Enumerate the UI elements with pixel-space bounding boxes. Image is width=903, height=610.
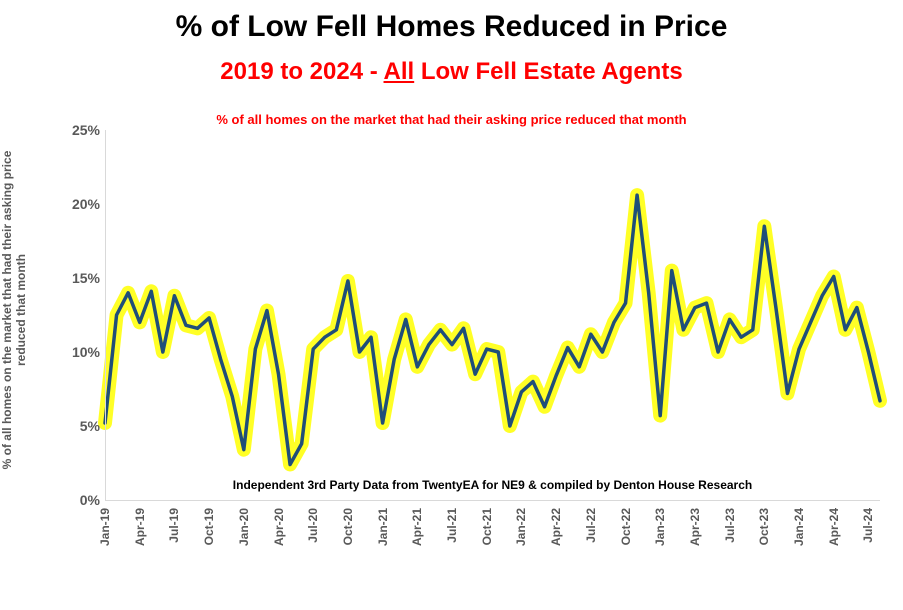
- x-tick-label: Oct-23: [757, 508, 771, 545]
- x-tick-label: Jan-22: [514, 508, 528, 546]
- x-tick-label: Jul-23: [723, 508, 737, 543]
- x-tick-label: Apr-21: [410, 508, 424, 546]
- x-tick-label: Jul-22: [584, 508, 598, 543]
- x-tick-label: Oct-20: [341, 508, 355, 545]
- x-tick-label: Jan-21: [376, 508, 390, 546]
- y-tick-label: 15%: [40, 270, 100, 286]
- x-tick-label: Jan-23: [653, 508, 667, 546]
- x-tick-label: Apr-19: [133, 508, 147, 546]
- x-tick-label: Oct-22: [619, 508, 633, 545]
- y-tick-label: 20%: [40, 196, 100, 212]
- ylabel-line2: reduced that month: [14, 151, 28, 470]
- y-axis-line: [105, 130, 106, 500]
- chart-note: % of all homes on the market that had th…: [0, 112, 903, 127]
- source-attribution: Independent 3rd Party Data from TwentyEA…: [105, 478, 880, 492]
- x-tick-label: Jul-20: [306, 508, 320, 543]
- y-axis-label: % of all homes on the market that had th…: [0, 151, 28, 470]
- y-tick-label: 0%: [40, 492, 100, 508]
- ylabel-line1: % of all homes on the market that had th…: [0, 151, 14, 470]
- x-tick-label: Oct-19: [202, 508, 216, 545]
- plot-area: [105, 130, 880, 500]
- x-tick-label: Apr-23: [688, 508, 702, 546]
- y-tick-label: 25%: [40, 122, 100, 138]
- x-tick-label: Apr-20: [272, 508, 286, 546]
- line-series: [105, 195, 880, 464]
- subtitle-underlined: All: [384, 58, 415, 85]
- chart-subtitle: 2019 to 2024 - All Low Fell Estate Agent…: [0, 58, 903, 86]
- x-tick-label: Jan-24: [792, 508, 806, 546]
- x-tick-label: Jan-20: [237, 508, 251, 546]
- x-tick-label: Jul-19: [167, 508, 181, 543]
- x-tick-label: Apr-22: [549, 508, 563, 546]
- y-tick-label: 10%: [40, 344, 100, 360]
- subtitle-prefix: 2019 to 2024 -: [220, 58, 383, 85]
- x-tick-label: Oct-21: [480, 508, 494, 545]
- line-svg: [105, 130, 880, 500]
- subtitle-suffix: Low Fell Estate Agents: [414, 58, 683, 85]
- x-tick-label: Jan-19: [98, 508, 112, 546]
- y-tick-label: 5%: [40, 418, 100, 434]
- x-axis-line: [105, 500, 880, 501]
- line-chart: % of Low Fell Homes Reduced in Price 201…: [0, 0, 903, 610]
- x-tick-label: Jul-21: [445, 508, 459, 543]
- x-tick-label: Jul-24: [861, 508, 875, 543]
- chart-title: % of Low Fell Homes Reduced in Price: [0, 10, 903, 44]
- x-tick-label: Apr-24: [827, 508, 841, 546]
